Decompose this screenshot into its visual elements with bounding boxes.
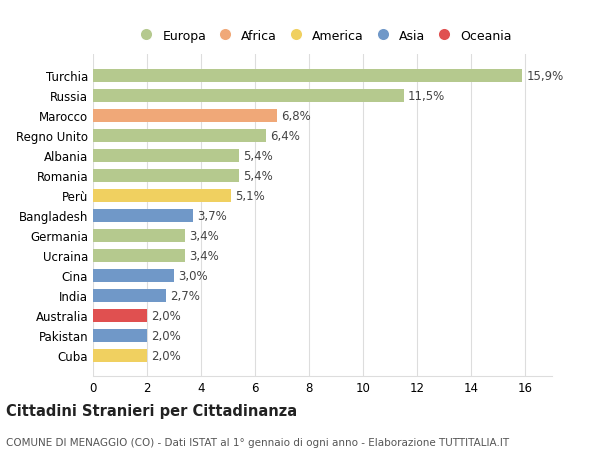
Legend: Europa, Africa, America, Asia, Oceania: Europa, Africa, America, Asia, Oceania bbox=[130, 26, 515, 46]
Bar bbox=[93, 329, 147, 342]
Text: 5,4%: 5,4% bbox=[243, 169, 272, 182]
Bar bbox=[93, 169, 239, 182]
Text: COMUNE DI MENAGGIO (CO) - Dati ISTAT al 1° gennaio di ogni anno - Elaborazione T: COMUNE DI MENAGGIO (CO) - Dati ISTAT al … bbox=[6, 437, 509, 447]
Text: 3,0%: 3,0% bbox=[178, 269, 208, 282]
Text: 2,0%: 2,0% bbox=[151, 349, 181, 362]
Bar bbox=[93, 129, 266, 142]
Bar bbox=[93, 269, 174, 282]
Bar bbox=[93, 349, 147, 362]
Bar bbox=[93, 150, 239, 162]
Text: 15,9%: 15,9% bbox=[526, 70, 563, 83]
Text: 2,7%: 2,7% bbox=[170, 289, 200, 302]
Bar bbox=[93, 209, 193, 222]
Bar bbox=[93, 249, 185, 262]
Bar bbox=[93, 309, 147, 322]
Text: 6,8%: 6,8% bbox=[281, 110, 310, 123]
Text: 11,5%: 11,5% bbox=[407, 90, 445, 103]
Text: 3,4%: 3,4% bbox=[189, 249, 218, 262]
Text: 3,7%: 3,7% bbox=[197, 209, 227, 222]
Text: 2,0%: 2,0% bbox=[151, 309, 181, 322]
Bar bbox=[93, 189, 230, 202]
Bar bbox=[93, 70, 522, 83]
Bar bbox=[93, 90, 404, 102]
Bar bbox=[93, 110, 277, 123]
Bar bbox=[93, 289, 166, 302]
Text: 5,4%: 5,4% bbox=[243, 150, 272, 162]
Text: 5,1%: 5,1% bbox=[235, 189, 265, 202]
Text: 6,4%: 6,4% bbox=[270, 129, 300, 142]
Text: Cittadini Stranieri per Cittadinanza: Cittadini Stranieri per Cittadinanza bbox=[6, 403, 297, 419]
Bar bbox=[93, 229, 185, 242]
Text: 2,0%: 2,0% bbox=[151, 329, 181, 342]
Text: 3,4%: 3,4% bbox=[189, 229, 218, 242]
